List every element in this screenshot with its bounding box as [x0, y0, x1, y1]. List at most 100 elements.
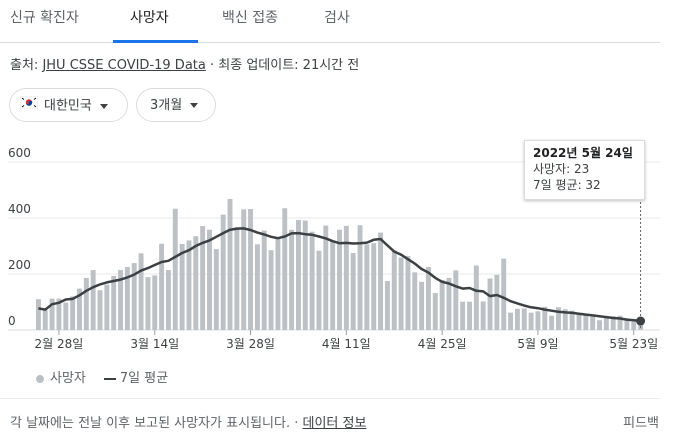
bar [104, 284, 110, 330]
tab-deaths[interactable]: 사망자 [130, 10, 169, 26]
bar [193, 236, 199, 330]
x-tick-label: 5월 9일 [517, 337, 558, 351]
bar [227, 198, 233, 330]
bar [425, 267, 431, 330]
chevron-down-icon [190, 103, 199, 108]
footer-separator: · [290, 416, 303, 431]
bar [494, 274, 500, 330]
bar [378, 232, 384, 330]
bar [514, 308, 520, 330]
y-tick-label: 600 [8, 146, 31, 160]
bar [200, 226, 206, 330]
bar [138, 253, 144, 330]
bar [77, 288, 82, 330]
bar [330, 241, 336, 330]
data-info-link[interactable]: 데이터 정보 [302, 416, 367, 431]
legend-bars: 사망자 [50, 371, 86, 386]
bar [118, 270, 123, 330]
bar [576, 313, 582, 330]
bar [289, 229, 295, 330]
bar [145, 277, 151, 330]
bar [508, 312, 514, 330]
bar [412, 272, 418, 330]
bar [56, 298, 62, 330]
bar [405, 256, 411, 330]
source-link[interactable]: JHU CSSE COVID-19 Data [42, 58, 206, 73]
chart-tooltip: 2022년 5월 24일 사망자: 23 7일 평균: 32 [524, 140, 645, 200]
bar [220, 214, 226, 330]
bar [535, 311, 541, 330]
x-tick-label: 3월 28일 [226, 337, 275, 351]
bar [439, 279, 445, 330]
tab-bar: 신규 확진자 사망자 백신 접종 검사 [0, 0, 660, 43]
bar [234, 227, 240, 330]
bar [391, 250, 397, 330]
source-prefix: 출처: [10, 58, 43, 73]
bar [124, 267, 130, 330]
bar [159, 243, 165, 330]
legend-line: 7일 평균 [119, 371, 169, 386]
x-tick-label: 4월 11일 [322, 337, 371, 351]
region-label: 대한민국 [44, 98, 92, 114]
bar [70, 296, 76, 330]
y-tick-label: 0 [8, 314, 16, 328]
bar [97, 290, 103, 330]
tab-new-cases[interactable]: 신규 확진자 [10, 10, 79, 26]
x-tick-label: 4월 25일 [418, 337, 467, 351]
bar [631, 321, 637, 330]
bar [597, 320, 602, 330]
bar [480, 301, 486, 330]
bar [213, 249, 219, 330]
bar [562, 309, 568, 330]
bar [337, 229, 342, 330]
bar [179, 244, 185, 330]
x-axis-ticks: 2월 28일 3월 14일 3월 28일 4월 11일 4월 25일 5월 9일 5월 23… [35, 330, 658, 351]
bar [282, 208, 288, 330]
korea-flag-icon [19, 89, 39, 123]
average-line [38, 227, 641, 323]
region-dropdown[interactable]: 대한민국 [9, 88, 128, 122]
bar [528, 312, 534, 330]
feedback-link[interactable]: 피드백 [623, 416, 659, 431]
bar [309, 231, 315, 330]
bar [172, 208, 178, 330]
x-tick-label: 5월 23일 [609, 337, 658, 351]
x-tick-label: 2월 28일 [35, 337, 84, 351]
bar [241, 209, 247, 330]
bar-legend-dot-icon [36, 374, 44, 383]
bar [398, 257, 404, 330]
y-axis-ticks: 0 200 400 600 [8, 146, 31, 328]
bar [131, 263, 137, 330]
active-tab-indicator [113, 40, 198, 43]
tooltip-date: 2022년 5월 24일 [533, 146, 633, 160]
tooltip-average: 7일 평균: 32 [533, 178, 601, 192]
bar [165, 270, 171, 330]
bar [603, 317, 609, 330]
bar [152, 275, 158, 330]
bar [371, 243, 377, 330]
bar [542, 306, 548, 330]
tab-testing[interactable]: 검사 [324, 10, 350, 26]
footer-note: 각 날짜에는 전날 이후 보고된 사망자가 표시됩니다. · 데이터 정보 [10, 412, 366, 431]
bar [590, 316, 596, 330]
bar [467, 301, 472, 330]
bar [453, 270, 459, 330]
bar [357, 225, 363, 330]
bar [63, 302, 69, 330]
source-separator: · [205, 58, 219, 73]
bar [323, 225, 329, 330]
bar [487, 278, 493, 330]
tab-vaccination[interactable]: 백신 접종 [222, 10, 278, 26]
bar [343, 225, 349, 330]
line-legend-icon [103, 377, 116, 380]
hover-point [636, 316, 646, 326]
chart-average-line [38, 227, 641, 323]
bar [186, 240, 192, 330]
bar [254, 244, 260, 330]
bar [501, 258, 507, 330]
bar [432, 293, 438, 330]
period-dropdown[interactable]: 3개월 [136, 88, 216, 122]
chart-bars [35, 198, 644, 330]
source-line: 출처: JHU CSSE COVID-19 Data · 최종 업데이트: 21… [10, 54, 359, 73]
